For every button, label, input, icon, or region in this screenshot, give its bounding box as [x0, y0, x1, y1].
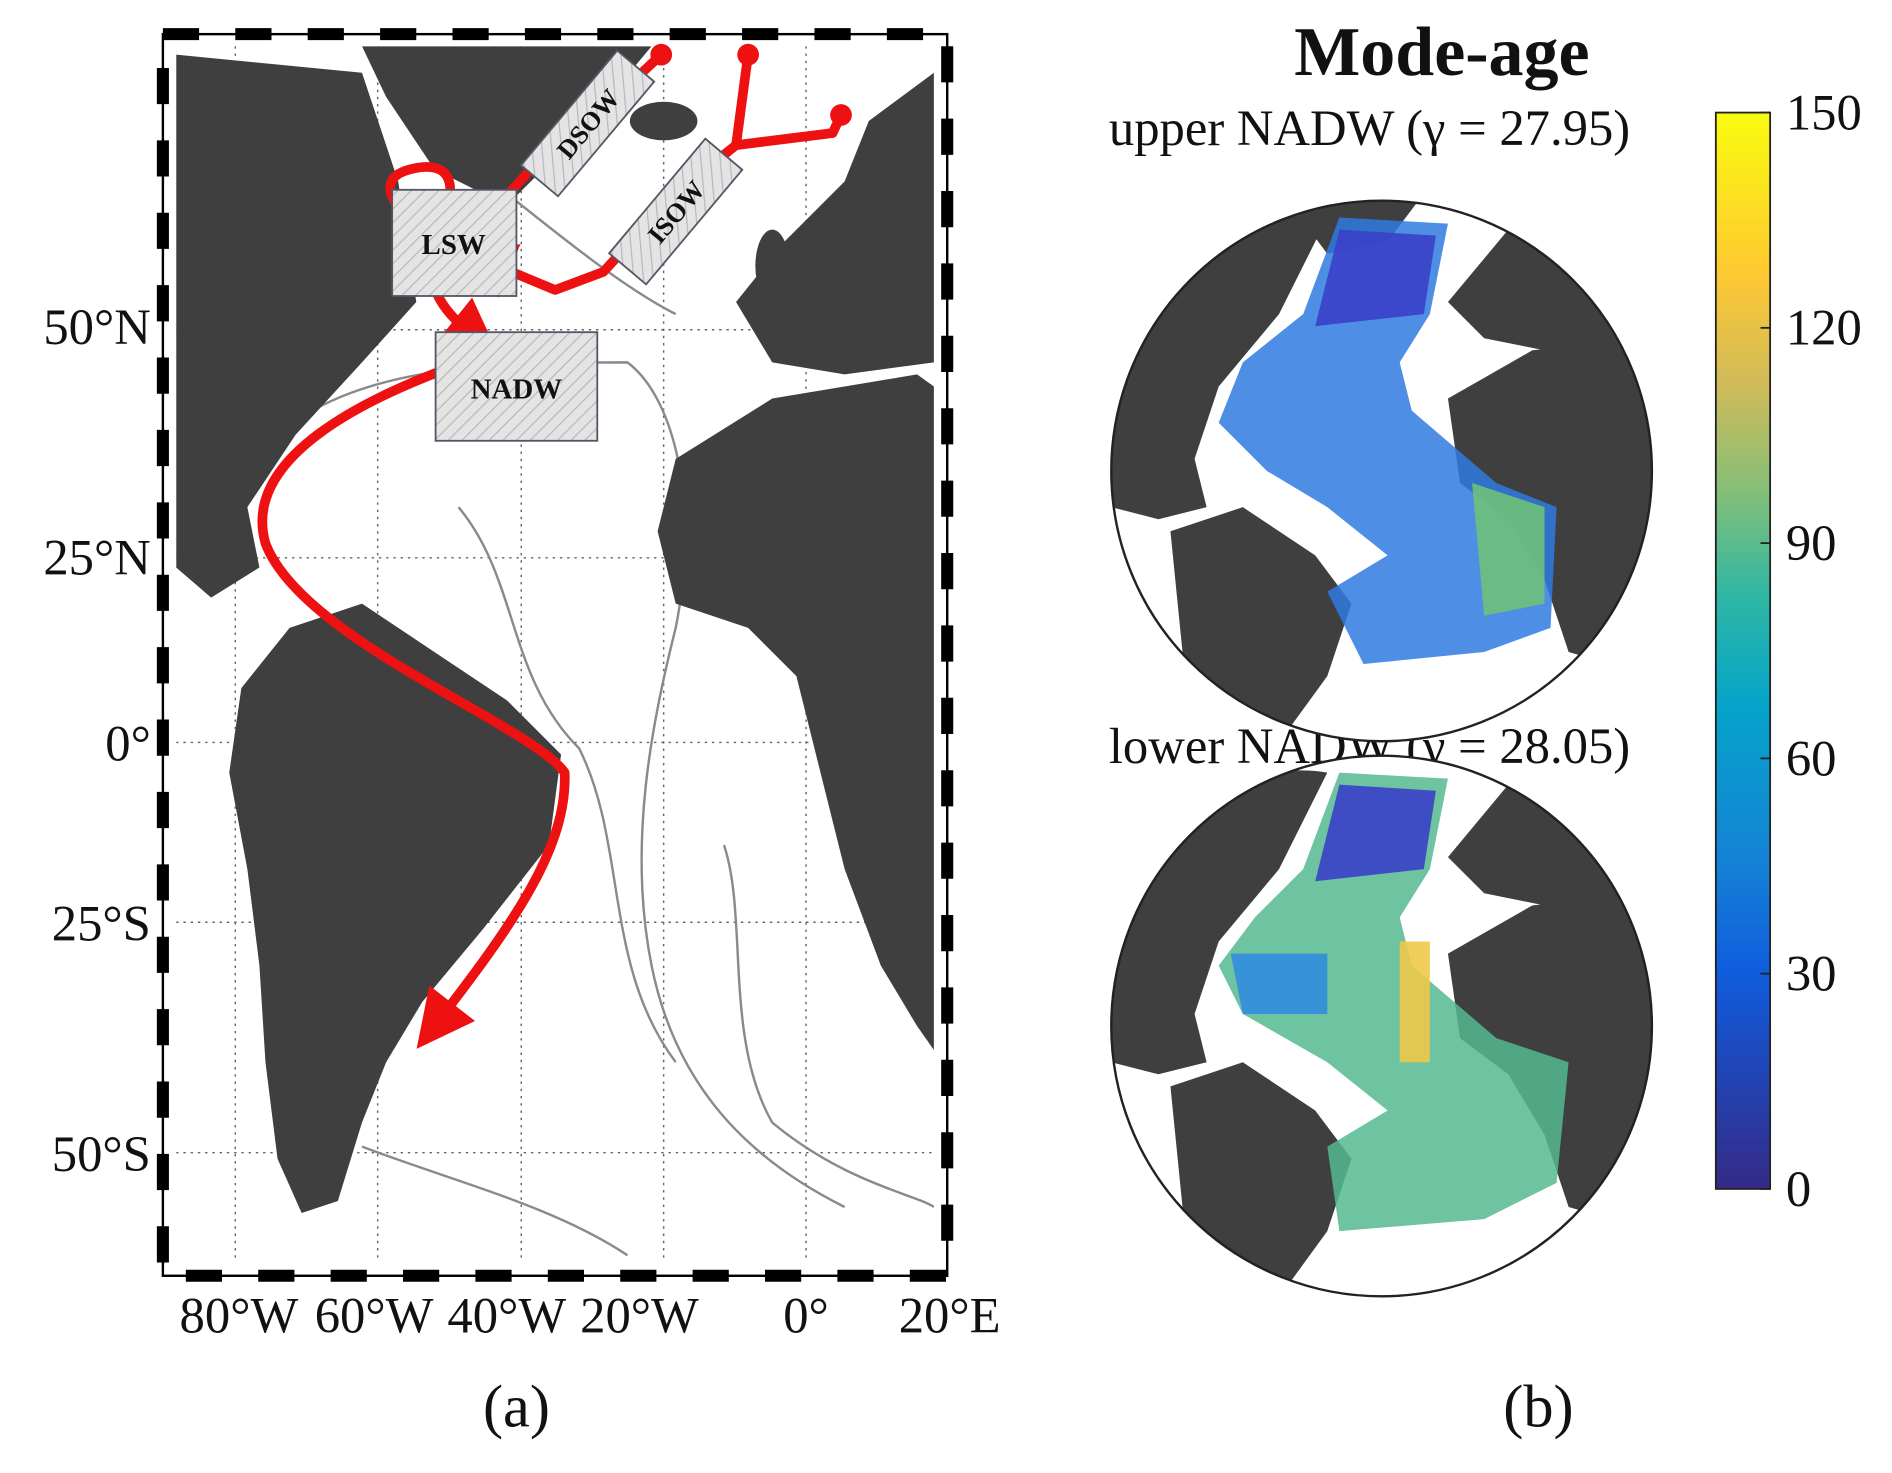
lat-label: 50°N: [43, 299, 151, 355]
north-america: [176, 54, 417, 598]
colorbar-scale: [1714, 111, 1772, 1190]
colorbar-tick-label: 120: [1786, 300, 1862, 356]
colorbar: 0 30 60 90 120 150: [1714, 84, 1862, 1217]
lat-label: 25°N: [43, 530, 151, 586]
lat-label: 25°S: [52, 895, 151, 951]
colorbar-tick-label: 30: [1786, 946, 1837, 1002]
globe-upper: [1110, 199, 1654, 743]
water-mass-label: NADW: [471, 374, 563, 406]
europe: [736, 72, 934, 375]
panel-caption: (b): [1503, 1374, 1573, 1441]
colorbar-tick-label: 150: [1786, 84, 1862, 140]
lon-label: 40°W: [447, 1287, 566, 1343]
map-a: DSOW ISOW LSW NADW 50°N 25°N 0° 25°S 50°…: [43, 28, 1001, 1441]
africa: [657, 374, 934, 1051]
iceland: [629, 101, 698, 141]
water-mass-label: LSW: [422, 229, 486, 261]
panel-b: Mode-age upper NADW (γ = 27.95) lower NA…: [1109, 14, 1862, 1440]
nadw-arrow: [257, 357, 570, 1049]
lat-label: 0°: [105, 716, 151, 772]
colorbar-tick-label: 90: [1786, 515, 1837, 571]
lon-label: 80°W: [180, 1287, 299, 1343]
colorbar-tick-label: 0: [1786, 1161, 1811, 1217]
lon-label: 20°W: [580, 1287, 699, 1343]
lon-label: 0°: [783, 1287, 829, 1343]
panel-caption: (a): [483, 1374, 550, 1441]
globe-label: upper NADW (γ = 27.95): [1109, 100, 1630, 156]
colorbar-tick-label: 60: [1786, 730, 1837, 786]
lat-label: 50°S: [52, 1126, 151, 1182]
british-isles: [755, 229, 790, 303]
south-america: [229, 603, 562, 1214]
globe-lower: [1110, 754, 1654, 1298]
lon-label: 60°W: [315, 1287, 434, 1343]
panel-title: Mode-age: [1294, 14, 1589, 91]
lon-label: 20°E: [899, 1287, 1001, 1343]
